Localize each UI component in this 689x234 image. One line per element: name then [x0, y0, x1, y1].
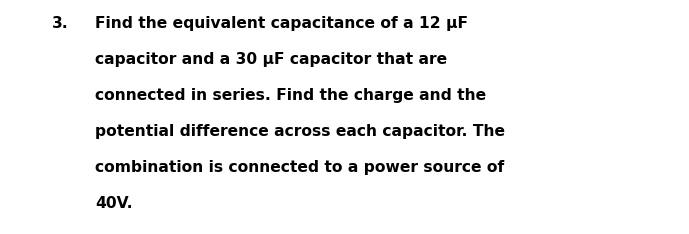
Text: 3.: 3.: [52, 16, 69, 31]
Text: potential difference across each capacitor. The: potential difference across each capacit…: [95, 124, 505, 139]
Text: combination is connected to a power source of: combination is connected to a power sour…: [95, 160, 504, 175]
Text: Find the equivalent capacitance of a 12 μF: Find the equivalent capacitance of a 12 …: [95, 16, 468, 31]
Text: connected in series. Find the charge and the: connected in series. Find the charge and…: [95, 88, 486, 103]
Text: capacitor and a 30 μF capacitor that are: capacitor and a 30 μF capacitor that are: [95, 52, 447, 67]
Text: 40V.: 40V.: [95, 196, 132, 211]
